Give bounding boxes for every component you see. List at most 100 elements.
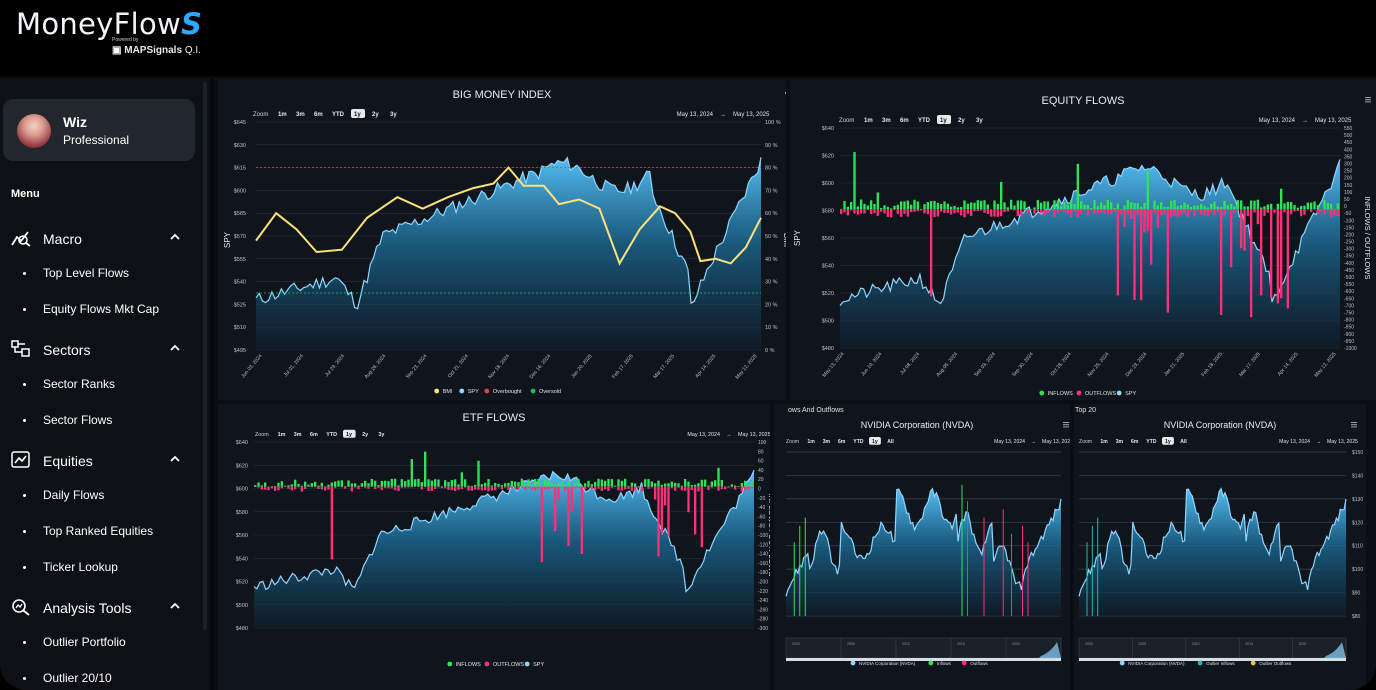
zoom-button-1y[interactable]: 1y bbox=[346, 432, 352, 438]
y-right-tick: 60 % bbox=[765, 211, 778, 217]
zoom-button-ytd[interactable]: YTD bbox=[332, 112, 345, 118]
legend-marker[interactable] bbox=[1119, 660, 1125, 666]
sidebar-item-top-level-flows[interactable]: Top Level Flows bbox=[0, 264, 200, 284]
zoom-button-1y[interactable]: 1y bbox=[354, 112, 361, 118]
legend-marker[interactable] bbox=[459, 388, 465, 394]
zoom-button-active[interactable] bbox=[1162, 437, 1174, 445]
menu-icon[interactable] bbox=[1063, 424, 1069, 426]
zoom-button-3y[interactable]: 3y bbox=[390, 112, 397, 118]
zoom-button-2y[interactable]: 2y bbox=[958, 118, 965, 124]
zoom-button-ytd[interactable]: YTD bbox=[1146, 439, 1157, 445]
inflow-bar bbox=[946, 203, 949, 210]
inflow-bar bbox=[660, 484, 663, 487]
zoom-button-6m[interactable]: 6m bbox=[314, 112, 323, 118]
sidebar-item-ticker-lookup[interactable]: Ticker Lookup bbox=[0, 558, 200, 578]
chevron-up-icon[interactable] bbox=[168, 230, 182, 244]
outflow-bar bbox=[963, 209, 966, 218]
sidebar-section-sectors[interactable]: Sectors bbox=[0, 338, 200, 362]
zoom-button-3m[interactable]: 3m bbox=[882, 118, 891, 124]
bullet bbox=[23, 530, 26, 533]
menu-icon[interactable] bbox=[1351, 426, 1357, 428]
zoom-button-3m[interactable]: 3m bbox=[1116, 439, 1124, 445]
navigator-scrollbar[interactable] bbox=[1079, 658, 1346, 661]
zoom-button-6m[interactable]: 6m bbox=[838, 439, 846, 445]
zoom-button-2y[interactable]: 2y bbox=[372, 112, 379, 118]
zoom-button-active[interactable] bbox=[937, 115, 951, 124]
zoom-button-1m[interactable]: 1m bbox=[1100, 439, 1108, 445]
inflow-bar bbox=[524, 484, 527, 487]
zoom-button-active[interactable] bbox=[343, 429, 356, 438]
sidebar-item-equity-flows-mkt-cap[interactable]: Equity Flows Mkt Cap bbox=[0, 300, 200, 320]
zoom-button-6m[interactable]: 6m bbox=[310, 432, 318, 438]
outflow-bar bbox=[720, 486, 723, 490]
sidebar-item-top-ranked-equities[interactable]: Top Ranked Equities bbox=[0, 522, 200, 542]
zoom-button-1y[interactable]: 1y bbox=[940, 118, 947, 124]
legend-marker[interactable] bbox=[1116, 390, 1122, 396]
zoom-button-1m[interactable]: 1m bbox=[807, 439, 815, 445]
menu-icon[interactable] bbox=[1365, 101, 1371, 103]
menu-icon[interactable] bbox=[1063, 426, 1069, 428]
menu-icon[interactable] bbox=[1365, 99, 1371, 101]
navigator[interactable] bbox=[1078, 637, 1347, 659]
legend-marker[interactable] bbox=[961, 660, 967, 666]
navigator-scrollbar[interactable] bbox=[786, 658, 1061, 661]
legend-marker[interactable] bbox=[850, 660, 856, 666]
legend-marker[interactable] bbox=[434, 388, 440, 394]
legend-marker[interactable] bbox=[928, 660, 934, 666]
zoom-button-1m[interactable]: 1m bbox=[864, 118, 873, 124]
user-card[interactable]: Wiz Professional bbox=[3, 99, 195, 161]
outflow-bar bbox=[973, 209, 976, 212]
zoom-button-ytd[interactable]: YTD bbox=[326, 432, 337, 438]
chevron-up-icon[interactable] bbox=[168, 452, 182, 466]
zoom-button-3m[interactable]: 3m bbox=[294, 432, 302, 438]
zoom-button-ytd[interactable]: YTD bbox=[918, 118, 931, 124]
zoom-button-1y[interactable]: 1y bbox=[1165, 439, 1171, 445]
sidebar-item-sector-flows[interactable]: Sector Flows bbox=[0, 411, 200, 431]
legend-marker[interactable] bbox=[1076, 390, 1082, 396]
zoom-button-3y[interactable]: 3y bbox=[378, 432, 384, 438]
chevron-up-icon[interactable] bbox=[168, 599, 182, 613]
legend-marker[interactable] bbox=[530, 388, 536, 394]
menu-icon[interactable] bbox=[1351, 422, 1357, 423]
inflow-bar bbox=[557, 482, 560, 487]
legend-marker[interactable] bbox=[524, 661, 530, 667]
zoom-button-all[interactable]: All bbox=[1180, 439, 1187, 445]
zoom-button-3m[interactable]: 3m bbox=[296, 112, 305, 118]
sidebar-section-equities[interactable]: Equities bbox=[0, 449, 200, 473]
zoom-button-3y[interactable]: 3y bbox=[976, 118, 983, 124]
zoom-button-1y[interactable]: 1y bbox=[872, 439, 878, 445]
sidebar-section-analysis-tools[interactable]: Analysis Tools bbox=[0, 596, 200, 620]
legend-marker[interactable] bbox=[1039, 390, 1045, 396]
outflow-bar bbox=[986, 209, 989, 214]
zoom-button-6m[interactable]: 6m bbox=[1131, 439, 1139, 445]
sidebar-item-sector-ranks[interactable]: Sector Ranks bbox=[0, 375, 200, 395]
sidebar-item-outlier-20-10[interactable]: Outlier 20/10 bbox=[0, 669, 200, 689]
legend-marker[interactable] bbox=[484, 661, 490, 667]
app-logo[interactable]: MoneyFlowS bbox=[16, 7, 203, 41]
expand-icon[interactable] bbox=[785, 92, 786, 94]
sidebar-item-outlier-portfolio[interactable]: Outlier Portfolio bbox=[0, 633, 200, 653]
sidebar-scrollbar[interactable] bbox=[203, 82, 207, 630]
zoom-button-ytd[interactable]: YTD bbox=[853, 439, 864, 445]
zoom-button-all[interactable]: All bbox=[887, 439, 894, 445]
zoom-button-3m[interactable]: 3m bbox=[823, 439, 831, 445]
legend-marker[interactable] bbox=[1197, 660, 1203, 666]
inflow-bar bbox=[650, 481, 653, 487]
outflow-bar bbox=[1183, 209, 1186, 214]
zoom-button-1m[interactable]: 1m bbox=[278, 432, 286, 438]
sidebar-item-daily-flows[interactable]: Daily Flows bbox=[0, 486, 200, 506]
menu-icon[interactable] bbox=[1351, 424, 1357, 426]
navigator[interactable] bbox=[785, 637, 1062, 659]
chevron-up-icon[interactable] bbox=[168, 341, 182, 355]
menu-icon[interactable] bbox=[1063, 422, 1069, 423]
menu-icon[interactable] bbox=[1365, 97, 1371, 98]
zoom-button-1m[interactable]: 1m bbox=[278, 112, 287, 118]
legend-marker[interactable] bbox=[1250, 660, 1256, 666]
zoom-button-2y[interactable]: 2y bbox=[362, 432, 368, 438]
zoom-button-active[interactable] bbox=[869, 437, 881, 445]
legend-marker[interactable] bbox=[447, 661, 453, 667]
zoom-button-active[interactable] bbox=[351, 109, 365, 118]
sidebar-section-macro[interactable]: Macro bbox=[0, 227, 200, 251]
zoom-button-6m[interactable]: 6m bbox=[900, 118, 909, 124]
legend-marker[interactable] bbox=[484, 388, 490, 394]
